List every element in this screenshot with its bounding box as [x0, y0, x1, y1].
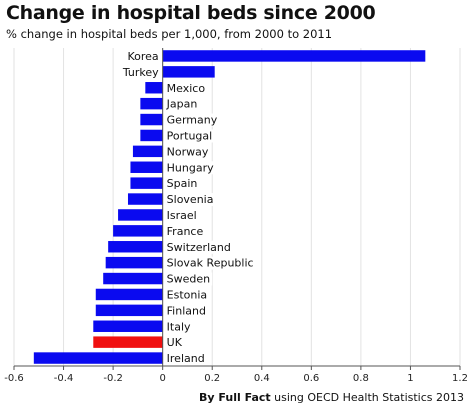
bar-israel — [118, 209, 163, 221]
gridlines — [13, 48, 461, 366]
category-label: UK — [167, 336, 183, 349]
x-tick-label: 0.2 — [204, 373, 220, 384]
bar-turkey — [162, 66, 215, 78]
category-label-bg — [164, 240, 233, 254]
category-label-bg — [164, 288, 210, 302]
category-label: Sweden — [167, 273, 210, 286]
bar-sweden — [103, 272, 163, 285]
category-label: Slovenia — [167, 193, 214, 206]
category-label-bg — [164, 208, 199, 222]
source-credit: By Full Fact using OECD Health Statistic… — [199, 391, 464, 404]
x-tick-label: 0.4 — [254, 373, 270, 384]
category-label-bg — [125, 49, 161, 63]
axes — [13, 48, 461, 370]
bar-japan — [140, 97, 163, 110]
category-label: Japan — [166, 98, 198, 111]
x-tick-label: 0.8 — [353, 373, 369, 384]
category-label: Germany — [167, 114, 218, 127]
category-label: Norway — [167, 145, 209, 158]
bar-italy — [93, 320, 163, 332]
category-label: Mexico — [167, 82, 206, 95]
bar-switzerland — [108, 241, 163, 253]
bar-korea — [162, 50, 426, 62]
category-label-bg — [164, 336, 185, 350]
x-tick-label: 1 — [407, 373, 413, 384]
bar-hungary — [130, 161, 163, 173]
category-label-bg — [164, 272, 213, 286]
category-label: Slovak Republic — [167, 257, 254, 270]
category-label-bg — [164, 177, 200, 191]
bar-norway — [132, 145, 163, 158]
category-label: Estonia — [167, 288, 208, 301]
category-label-bg — [164, 145, 211, 159]
bar-finland — [95, 304, 163, 317]
category-label: France — [167, 225, 204, 238]
x-tick-label: 1.2 — [452, 373, 468, 384]
category-label-bg — [163, 97, 200, 111]
chart-title: Change in hospital beds since 2000 — [6, 2, 376, 24]
category-label-bg — [164, 113, 220, 127]
category-label: Portugal — [167, 129, 213, 142]
category-label-bg — [164, 193, 216, 207]
bars — [33, 50, 426, 364]
category-label-bg — [164, 320, 194, 334]
category-label: Spain — [167, 177, 198, 190]
bar-slovenia — [127, 193, 163, 205]
x-tick-label: -0.6 — [4, 373, 24, 384]
bar-slovak-republic — [105, 256, 163, 269]
category-label: Switzerland — [167, 241, 231, 254]
category-label-bg — [164, 256, 256, 270]
category-labels: Korea Turkey Mexico Japan Germany Portugal Nor… — [119, 49, 256, 366]
category-label-bg — [164, 161, 217, 175]
bar-portugal — [140, 129, 163, 142]
category-label: Israel — [167, 209, 197, 222]
tick-labels: -0.6 -0.4 -0.2 0 0.2 0.4 0.6 0.8 1 1.2 — [4, 373, 468, 384]
category-label: Ireland — [167, 352, 205, 365]
category-label: Korea — [127, 50, 158, 63]
x-tick-label: 0.6 — [303, 373, 319, 384]
category-label: Italy — [167, 320, 191, 333]
category-label-bg — [164, 81, 208, 95]
bar-france — [113, 225, 163, 237]
category-label-bg — [164, 224, 206, 238]
category-label: Hungary — [167, 161, 214, 174]
x-tick-label: 0 — [159, 373, 165, 384]
category-label-bg — [119, 65, 162, 79]
chart-subtitle: % change in hospital beds per 1,000, fro… — [6, 27, 333, 41]
bar-estonia — [95, 288, 163, 301]
x-tick-label: -0.4 — [54, 373, 74, 384]
category-label-bg — [164, 129, 215, 143]
x-tick-label: -0.2 — [103, 373, 123, 384]
category-label-bg — [164, 352, 207, 366]
source-author: By Full Fact — [199, 391, 271, 404]
category-label-bg — [164, 304, 208, 318]
bar-ireland — [33, 352, 163, 364]
bar-germany — [140, 113, 163, 126]
bar-uk — [93, 336, 163, 348]
bar-spain — [130, 177, 163, 189]
category-label: Finland — [167, 304, 206, 317]
bar-mexico — [145, 82, 163, 94]
category-label: Turkey — [122, 66, 159, 79]
source-text: using OECD Health Statistics 2013 — [270, 391, 464, 404]
